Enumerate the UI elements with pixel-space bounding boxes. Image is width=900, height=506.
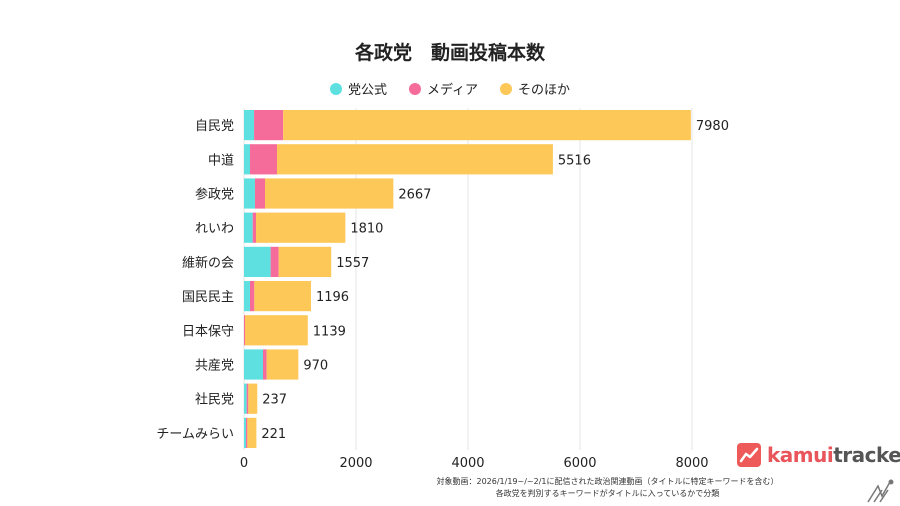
legend-swatch (329, 82, 342, 95)
bar-segment (262, 349, 267, 380)
data-label: 237 (262, 393, 287, 408)
data-label: 970 (303, 359, 328, 374)
category-label: 中道 (208, 153, 234, 168)
bar-segment (270, 246, 279, 277)
data-label: 1196 (316, 290, 349, 305)
x-tick-label: 8000 (675, 456, 708, 471)
footnote-line-2: 各政党を判別するキーワードがタイトルに入っているかで分類 (495, 489, 720, 498)
bar-segment (252, 212, 257, 243)
bar-segment (246, 383, 249, 414)
bar-segment (283, 110, 691, 141)
bar-segment (256, 212, 346, 243)
logo-text-2: tracker (833, 443, 900, 467)
x-tick-label: 2000 (339, 456, 372, 471)
bar-segment (249, 144, 277, 175)
legend: 党公式 メディア そのほか (0, 79, 900, 98)
legend-label: メディア (426, 83, 479, 98)
bar-segment (244, 144, 250, 175)
data-label: 1139 (313, 324, 346, 339)
category-label: 国民民主 (182, 290, 234, 305)
legend-label: 党公式 (347, 83, 387, 98)
bar-segment (265, 178, 394, 209)
footnote: 対象動画：2026/1/19~/~2/1に配信された政治関連動画（タイトルに特定… (390, 476, 825, 500)
bar-segment (247, 417, 257, 448)
category-label: 維新の会 (182, 255, 234, 271)
x-tick-label: 6000 (563, 456, 596, 471)
bar-segment (278, 246, 332, 277)
data-label: 7980 (696, 119, 729, 134)
category-label: れいわ (195, 222, 234, 237)
chart-title: 各政党 動画投稿本数 (354, 42, 545, 64)
bar-segment (244, 417, 247, 448)
bar-segment (244, 281, 250, 312)
legend-swatch (500, 82, 513, 95)
bar-segment (276, 144, 553, 175)
data-label: 1810 (350, 222, 383, 237)
legend-item[interactable]: メディア (408, 79, 479, 98)
bar-segment (246, 417, 248, 448)
footnote-line-1: 対象動画：2026/1/19~/~2/1に配信された政治関連動画（タイトルに特定… (436, 477, 779, 486)
bar-segment (244, 178, 255, 209)
legend-swatch (408, 82, 421, 95)
bar-segment (244, 212, 253, 243)
data-label: 5516 (558, 153, 591, 168)
data-label: 2667 (398, 188, 431, 203)
trend-chart-icon (737, 443, 761, 467)
category-label: チームみらい (156, 427, 234, 442)
data-label: 1557 (336, 256, 369, 271)
bar-segment (244, 349, 263, 380)
category-label: 参政党 (195, 187, 234, 203)
category-label: 日本保守 (182, 324, 234, 339)
bar-segment (254, 110, 284, 141)
kamuitracker-logo: kamuitracker (737, 443, 900, 467)
bar-segment (244, 246, 271, 277)
bar-segment (248, 383, 258, 414)
legend-label: そのほか (518, 83, 571, 98)
data-label: 221 (261, 427, 286, 442)
legend-item[interactable]: そのほか (500, 79, 570, 98)
bar-segment (249, 281, 255, 312)
watermark-icon (867, 479, 894, 503)
x-tick-label: 4000 (451, 456, 484, 471)
bar-segment (266, 349, 299, 380)
category-label: 自民党 (195, 119, 234, 134)
bar-segment (245, 315, 308, 346)
bar-segment (254, 281, 311, 312)
bar-segment (244, 315, 246, 346)
x-tick-label: 0 (240, 456, 248, 471)
logo-text-1: kamui (767, 443, 834, 467)
bar-segment (254, 178, 265, 209)
bar-segment (244, 383, 247, 414)
category-label: 社民党 (195, 392, 234, 408)
bar-segment (244, 110, 255, 141)
category-label: 共産党 (195, 358, 234, 374)
legend-item[interactable]: 党公式 (329, 79, 387, 98)
